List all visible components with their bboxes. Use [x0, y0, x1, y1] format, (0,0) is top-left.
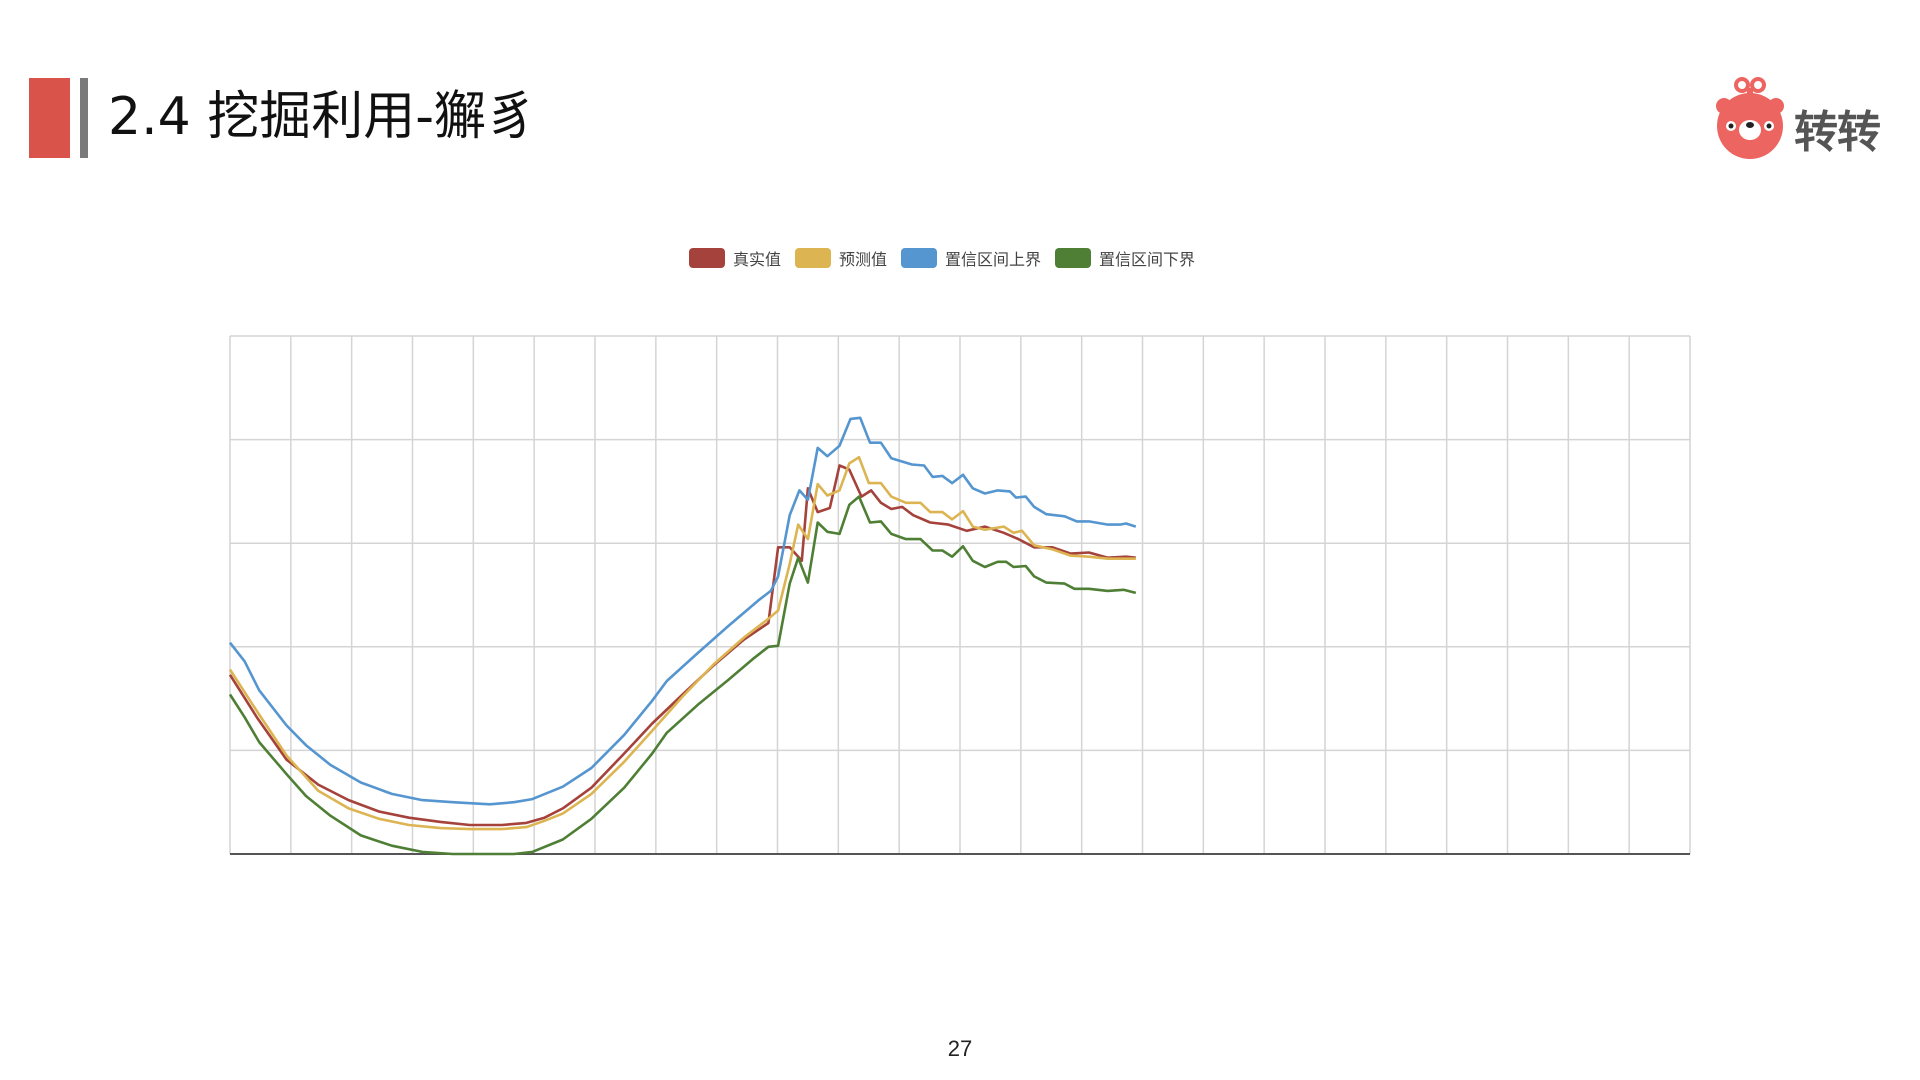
legend-item-upper-bound[interactable]: 置信区间上界 [901, 246, 1041, 270]
title-accent-bar [80, 78, 88, 158]
legend-swatch [1055, 248, 1092, 268]
slide-title: 2.4 挖掘利用-獬豸 [108, 87, 538, 147]
series-line-3 [228, 495, 1137, 856]
legend-label: 真实值 [732, 252, 781, 269]
chart-legend: 真实值 预测值 置信区间上界 置信区间下界 [0, 246, 1902, 270]
legend-label: 预测值 [838, 252, 887, 269]
legend-swatch [688, 248, 725, 268]
page-number: 27 [947, 1036, 973, 1061]
series-line-2 [228, 416, 1137, 806]
logo-text: 转转 [1794, 107, 1881, 158]
series-line-1 [228, 455, 1136, 831]
legend-item-predicted[interactable]: 预测值 [794, 246, 887, 270]
legend-swatch [901, 248, 937, 268]
legend-label: 置信区间上界 [945, 252, 1042, 269]
legend-swatch [794, 248, 831, 268]
zhuanzhuan-logo: 转转 [1712, 76, 1902, 161]
legend-item-actual[interactable]: 真实值 [688, 246, 781, 270]
bear-logo-icon [1716, 77, 1784, 159]
legend-item-lower-bound[interactable]: 置信区间下界 [1055, 246, 1195, 270]
series-line-0 [228, 464, 1136, 827]
legend-label: 置信区间下界 [1099, 252, 1196, 269]
title-accent-block [29, 78, 70, 158]
